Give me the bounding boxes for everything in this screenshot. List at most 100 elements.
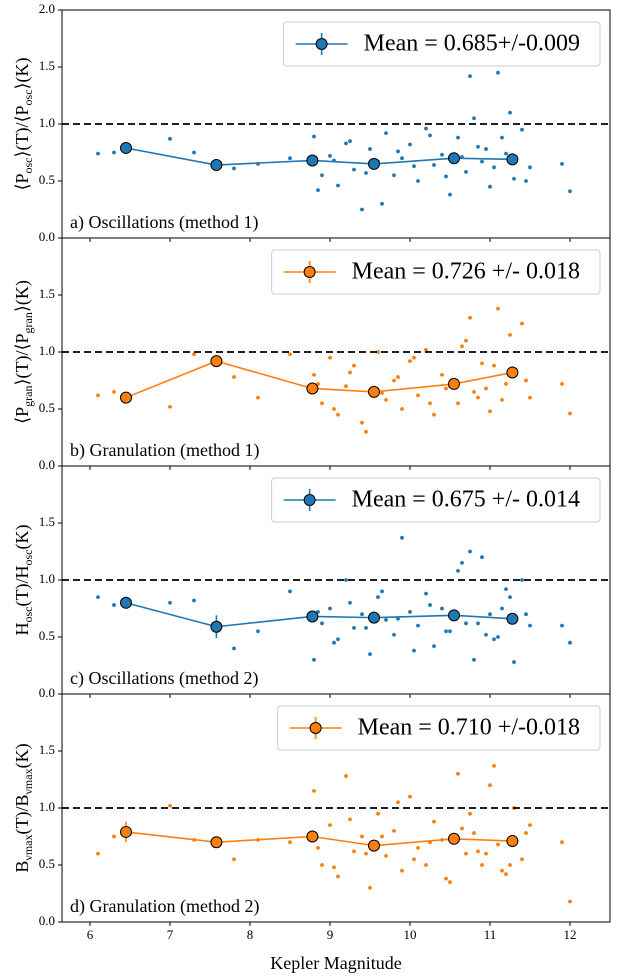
y-tick-label: 1.5: [39, 514, 55, 529]
y-label-subscript: osc: [21, 606, 35, 622]
scatter-point: [288, 840, 292, 845]
scatter-point: [400, 407, 404, 411]
scatter-point: [396, 800, 400, 805]
y-label-subscript: νmax: [21, 834, 35, 860]
y-tick-label: 2.0: [39, 1, 55, 16]
scatter-point: [376, 595, 380, 599]
scatter-point: [480, 863, 484, 867]
scatter-point: [456, 568, 460, 573]
scatter-point: [508, 595, 512, 599]
scatter-point: [360, 612, 364, 617]
scatter-point: [408, 794, 412, 799]
scatter-point: [380, 391, 384, 395]
y-label-subscript: osc: [21, 89, 35, 105]
scatter-point: [428, 401, 432, 406]
y-label-subscript: osc: [21, 158, 35, 174]
scatter-point: [336, 183, 340, 188]
panel-annotation: b) Granulation (method 1): [70, 440, 259, 461]
scatter-point: [332, 865, 336, 870]
x-tick-label: 8: [247, 927, 254, 942]
scatter-point: [112, 150, 116, 155]
y-label-part: ⟩(K): [12, 280, 33, 312]
mean-line: [125, 831, 513, 847]
scatter-point: [476, 849, 480, 854]
scatter-point: [428, 133, 432, 138]
scatter-point: [504, 382, 508, 386]
scatter-point: [468, 811, 472, 816]
scatter-point: [320, 621, 324, 626]
y-tick-label: 1.5: [39, 286, 55, 301]
scatter-point: [568, 411, 572, 416]
scatter-point: [320, 173, 324, 178]
scatter-point: [384, 618, 388, 622]
scatter-point: [384, 397, 388, 402]
scatter-point: [448, 880, 452, 884]
scatter-point: [332, 407, 336, 411]
scatter-point: [368, 885, 372, 890]
mean-marker: [210, 159, 223, 172]
scatter-point: [336, 412, 340, 417]
scatter-point: [504, 151, 508, 156]
mean-marker: [368, 157, 380, 170]
scatter-point: [424, 591, 428, 596]
scatter-point: [380, 201, 384, 206]
mean-marker: [448, 609, 460, 622]
y-tick-label: 1.0: [39, 571, 55, 586]
scatter-point: [568, 189, 572, 194]
scatter-point: [496, 842, 500, 847]
scatter-point: [476, 621, 480, 626]
scatter-point: [464, 851, 468, 856]
scatter-point: [392, 173, 396, 178]
scatter-point: [440, 152, 444, 157]
scatter-point: [348, 139, 352, 144]
y-tick-label: 0.5: [39, 400, 55, 415]
scatter-point: [412, 648, 416, 653]
scatter-point: [256, 395, 260, 400]
scatter-point: [96, 393, 100, 398]
y-tick-label: 1.0: [39, 343, 55, 358]
scatter-point: [364, 625, 368, 630]
scatter-point: [312, 789, 316, 793]
scatter-point: [344, 578, 348, 582]
scatter-point: [348, 370, 352, 375]
mean-marker: [506, 153, 519, 166]
scatter-point: [496, 306, 500, 311]
scatter-point: [96, 595, 100, 599]
scatter-point: [344, 384, 348, 389]
legend-marker: [303, 266, 316, 278]
scatter-point: [112, 390, 116, 394]
y-label-part: (K): [12, 743, 33, 768]
mean-marker: [306, 610, 319, 623]
scatter-point: [560, 623, 564, 628]
y-label-subscript: gran: [21, 312, 35, 333]
scatter-point: [432, 412, 436, 417]
scatter-point: [488, 612, 492, 617]
y-label-part: ⟩(T)/⟨P: [12, 105, 33, 157]
scatter-point: [344, 774, 348, 778]
x-tick-label: 11: [484, 927, 497, 942]
scatter-point: [348, 600, 352, 605]
scatter-point: [456, 771, 460, 776]
scatter-point: [400, 535, 404, 540]
scatter-point: [468, 549, 472, 554]
scatter-point: [380, 589, 384, 594]
scatter-point: [360, 420, 364, 425]
scatter-point: [512, 660, 516, 664]
scatter-point: [504, 872, 508, 877]
scatter-point: [328, 823, 332, 827]
y-label-part: ⟨P: [12, 174, 32, 191]
scatter-point: [524, 179, 528, 183]
mean-marker: [120, 141, 132, 154]
x-tick-label: 10: [404, 927, 417, 942]
legend-label: Mean = 0.685+/-0.009: [364, 31, 580, 57]
legend-box: [277, 705, 601, 751]
x-tick-label: 9: [327, 927, 334, 942]
scatter-point: [96, 851, 100, 856]
scatter-point: [444, 876, 448, 881]
y-label-subscript: gran: [21, 386, 35, 407]
y-label-subscript: osc: [21, 550, 35, 566]
scatter-point: [312, 134, 316, 139]
scatter-point: [472, 390, 476, 394]
mean-marker: [210, 836, 223, 849]
scatter-point: [448, 192, 452, 197]
